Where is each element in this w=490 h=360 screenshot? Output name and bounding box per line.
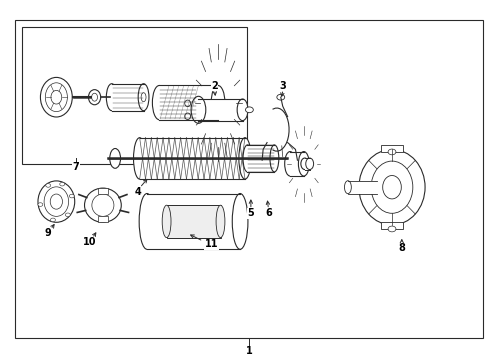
Ellipse shape [211, 86, 225, 120]
Text: 10: 10 [83, 237, 97, 247]
Ellipse shape [298, 152, 309, 176]
Ellipse shape [92, 194, 114, 216]
Ellipse shape [106, 84, 117, 111]
Ellipse shape [344, 181, 351, 194]
Ellipse shape [46, 83, 68, 112]
Ellipse shape [383, 176, 401, 199]
Text: 11: 11 [205, 239, 219, 249]
Text: 4: 4 [135, 186, 142, 197]
Ellipse shape [139, 194, 155, 249]
Ellipse shape [191, 96, 206, 123]
Bar [159, 85, 218, 120]
Ellipse shape [232, 194, 248, 249]
Ellipse shape [51, 90, 62, 104]
Ellipse shape [44, 187, 69, 216]
Bar [22, 27, 247, 164]
Text: 9: 9 [45, 228, 51, 238]
Bar [247, 145, 274, 172]
Text: 8: 8 [398, 243, 405, 253]
Ellipse shape [110, 148, 121, 168]
Bar [98, 188, 108, 194]
Circle shape [38, 203, 43, 206]
Ellipse shape [306, 158, 314, 170]
Circle shape [60, 183, 65, 186]
Ellipse shape [40, 77, 73, 117]
Ellipse shape [84, 188, 121, 222]
Text: 5: 5 [247, 208, 254, 218]
Ellipse shape [162, 205, 171, 238]
Ellipse shape [270, 145, 279, 172]
Ellipse shape [185, 100, 191, 107]
Ellipse shape [371, 161, 413, 213]
Ellipse shape [92, 93, 98, 101]
Ellipse shape [237, 99, 248, 121]
Text: 2: 2 [211, 81, 218, 91]
Bar [167, 205, 220, 238]
Bar [198, 99, 243, 121]
Ellipse shape [38, 181, 74, 222]
Bar [290, 152, 304, 176]
Ellipse shape [285, 152, 295, 176]
Ellipse shape [133, 138, 146, 179]
Circle shape [46, 184, 50, 187]
Ellipse shape [359, 149, 425, 225]
Bar [112, 84, 144, 111]
Ellipse shape [88, 90, 101, 105]
Bar [381, 222, 403, 229]
Bar [15, 20, 483, 338]
Circle shape [65, 213, 70, 217]
Ellipse shape [301, 158, 309, 170]
Ellipse shape [243, 145, 252, 172]
Bar [147, 194, 240, 249]
Bar [381, 145, 403, 152]
Circle shape [277, 94, 285, 100]
Bar [98, 216, 108, 222]
Text: 7: 7 [73, 162, 79, 172]
Ellipse shape [239, 138, 251, 179]
Circle shape [245, 107, 253, 113]
Bar [305, 158, 310, 170]
Text: 6: 6 [265, 208, 272, 218]
Ellipse shape [193, 99, 204, 121]
Ellipse shape [50, 194, 63, 209]
Bar [348, 181, 377, 194]
Ellipse shape [138, 84, 149, 111]
Circle shape [70, 194, 74, 198]
Bar [140, 138, 245, 179]
Text: 3: 3 [280, 81, 287, 91]
Circle shape [388, 149, 396, 155]
Ellipse shape [185, 113, 191, 120]
Text: 1: 1 [245, 346, 252, 356]
Circle shape [388, 226, 396, 232]
Circle shape [50, 218, 55, 222]
Ellipse shape [141, 93, 146, 102]
Ellipse shape [216, 205, 225, 238]
Ellipse shape [152, 86, 166, 120]
